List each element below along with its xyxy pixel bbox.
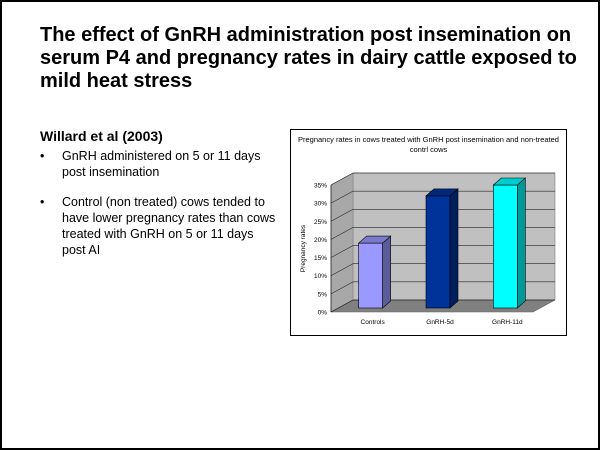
plot-side-wall [330, 172, 354, 313]
x-tick-label: Controls [361, 319, 386, 326]
y-tick-label: 25% [314, 219, 327, 226]
bullet-marker: • [40, 149, 45, 163]
bar-side [449, 188, 459, 309]
bar-front [358, 242, 383, 309]
gridline [330, 245, 555, 258]
gridline [330, 190, 555, 204]
chart-container: Pregnancy rates in cows treated with GnR… [290, 129, 567, 336]
bar-chart: 0% 5% 10% 15% 20% 25% 30% 35% Pregnancy rates Con… [300, 172, 556, 326]
bar-front [493, 184, 518, 309]
gridline [330, 209, 555, 222]
y-tick-label: 5% [318, 291, 328, 298]
gridline [330, 281, 555, 295]
bar-side [382, 235, 391, 309]
slide-title: The effect of GnRH administration post i… [40, 24, 577, 92]
bullet-text: Control (non treated) cows tended to hav… [62, 195, 276, 257]
y-tick-label: 20% [314, 237, 327, 244]
bar-top [492, 177, 527, 186]
bullet-marker: • [40, 195, 45, 209]
bar-front [425, 195, 451, 309]
bullet-list: • GnRH administered on 5 or 11 days post… [40, 148, 280, 272]
gridline [330, 227, 555, 240]
y-axis-title: Pregnancy rates [300, 224, 307, 272]
y-tick-label: 35% [314, 183, 327, 190]
y-tick-label: 15% [314, 255, 327, 262]
y-tick-label: 30% [314, 201, 327, 208]
bar-top [357, 235, 392, 244]
bullet-item: • GnRH administered on 5 or 11 days post… [40, 148, 280, 180]
bullet-text: GnRH administered on 5 or 11 days post i… [62, 149, 261, 179]
x-tick-label: GnRH-5d [426, 319, 454, 326]
bullet-item: • Control (non treated) cows tended to h… [40, 194, 280, 258]
chart-title: Pregnancy rates in cows treated with GnR… [298, 135, 559, 154]
gridline [330, 263, 555, 276]
y-tick-label: 10% [314, 273, 327, 280]
bar-side [517, 177, 526, 309]
citation-subheading: Willard et al (2003) [40, 128, 163, 144]
bar-top [425, 188, 459, 197]
gridline [330, 299, 555, 313]
y-tick-label: 0% [318, 310, 328, 317]
x-tick-label: GnRH-11d [492, 319, 523, 326]
gridline [330, 172, 555, 186]
